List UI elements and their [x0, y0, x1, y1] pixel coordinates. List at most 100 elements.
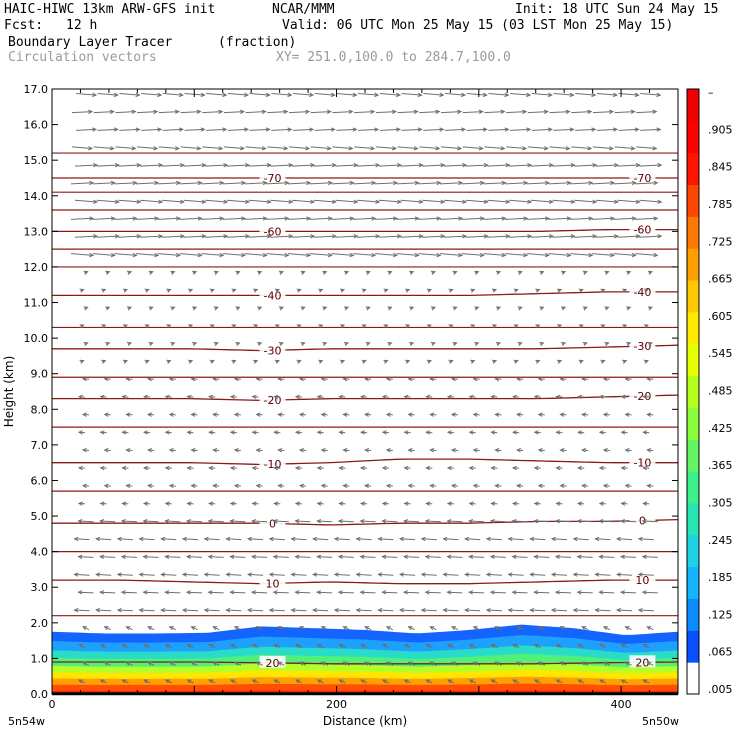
vector-arrow — [164, 590, 181, 595]
vector-arrow — [359, 465, 368, 471]
vector-arrow — [70, 252, 95, 258]
vector-arrow — [180, 146, 202, 151]
vector-arrow — [637, 536, 654, 542]
vector-arrow — [507, 536, 524, 542]
vector-arrow — [320, 661, 328, 666]
vector-arrow — [244, 252, 268, 258]
vector-arrow — [561, 342, 567, 347]
vector-arrow — [179, 252, 203, 258]
vector-arrow — [624, 376, 632, 382]
vector-arrow — [251, 679, 259, 684]
vector-arrow — [439, 216, 464, 221]
vector-arrow — [511, 519, 528, 524]
vector-arrow — [359, 394, 368, 400]
vector-arrow — [161, 199, 185, 204]
y-tick-label: 12.0 — [24, 261, 49, 274]
vector-arrow — [79, 359, 85, 364]
vector-arrow — [549, 109, 571, 114]
vector-arrow — [378, 162, 403, 168]
vector-arrow — [146, 483, 155, 489]
contour-line-7 — [52, 228, 678, 233]
vector-arrow — [316, 644, 324, 648]
vector-arrow — [229, 430, 237, 435]
vector-arrow — [490, 430, 498, 435]
vector-arrow — [168, 412, 176, 417]
vector-arrow — [205, 199, 229, 204]
vector-arrow — [539, 270, 545, 275]
vector-arrow — [278, 270, 284, 275]
vector-arrow — [574, 162, 598, 168]
vector-arrow — [424, 590, 441, 595]
vector-arrow — [93, 109, 115, 114]
contour-line-6 — [52, 291, 678, 297]
vector-arrow — [570, 216, 594, 221]
vector-arrow — [403, 465, 411, 471]
vector-arrow — [472, 412, 480, 417]
vector-arrow — [95, 607, 112, 613]
vector-arrow — [77, 501, 86, 506]
colorbar-label: .065 — [708, 646, 733, 659]
vector-arrow — [646, 626, 654, 631]
vector-arrow — [146, 412, 155, 417]
vector-arrow — [121, 679, 129, 684]
vector-arrow — [510, 127, 532, 132]
vector-arrow — [335, 199, 359, 204]
vector-arrow — [96, 199, 120, 204]
vector-arrow — [526, 252, 550, 258]
colorbar-label: .485 — [708, 385, 733, 398]
contour-label-bg — [629, 573, 656, 586]
contour-label-bg — [629, 455, 656, 468]
contour-label-bg — [259, 224, 286, 237]
contour-line-2 — [52, 518, 679, 526]
vector-arrow — [103, 376, 111, 382]
vector-arrow — [591, 252, 616, 258]
vector-arrow — [646, 661, 654, 666]
vector-arrow — [164, 554, 181, 559]
vector-arrow — [122, 324, 129, 329]
vector-arrow — [331, 252, 355, 258]
vector-arrow — [474, 306, 480, 311]
vector-arrow — [446, 644, 455, 648]
vector-arrow — [430, 270, 436, 275]
vector-arrow — [125, 448, 133, 453]
vector-arrow — [273, 644, 281, 648]
vector-arrow — [550, 607, 568, 613]
vector-arrow — [235, 270, 241, 275]
vector-arrow — [466, 92, 488, 98]
vector-arrow — [168, 661, 177, 666]
vector-arrow — [576, 590, 593, 595]
vector-arrow — [450, 483, 459, 489]
vector-arrow — [582, 270, 588, 275]
vector-arrow — [596, 127, 619, 132]
vector-arrow — [401, 127, 423, 132]
vector-arrow — [578, 324, 584, 329]
vector-arrow — [377, 536, 394, 542]
vector-arrow — [320, 376, 328, 382]
vector-arrow — [316, 501, 324, 506]
vector-arrow — [377, 572, 394, 577]
vector-arrow — [620, 644, 628, 648]
vector-arrow — [122, 359, 129, 364]
vector-arrow — [251, 394, 259, 400]
vector-arrow — [487, 162, 511, 168]
vector-arrow — [375, 109, 398, 114]
vector-arrow — [489, 519, 506, 524]
vector-arrow — [300, 306, 306, 311]
vector-arrow — [267, 109, 289, 114]
vector-arrow — [190, 376, 198, 382]
vector-arrow — [533, 644, 542, 648]
vector-arrow — [450, 376, 459, 382]
colorbar-label: .365 — [708, 459, 733, 472]
y-axis-label: Height (km) — [2, 356, 16, 427]
vector-arrow — [598, 679, 607, 684]
vector-arrow — [180, 109, 202, 114]
vector-arrow — [485, 572, 502, 577]
vector-arrow — [559, 376, 567, 382]
vector-arrow — [613, 252, 637, 258]
vector-arrow — [405, 288, 411, 293]
vector-arrow — [342, 376, 350, 382]
vector-arrow — [581, 483, 589, 489]
vector-arrow — [203, 536, 220, 542]
vector-arrow — [452, 342, 458, 347]
vector-arrow — [555, 679, 563, 684]
